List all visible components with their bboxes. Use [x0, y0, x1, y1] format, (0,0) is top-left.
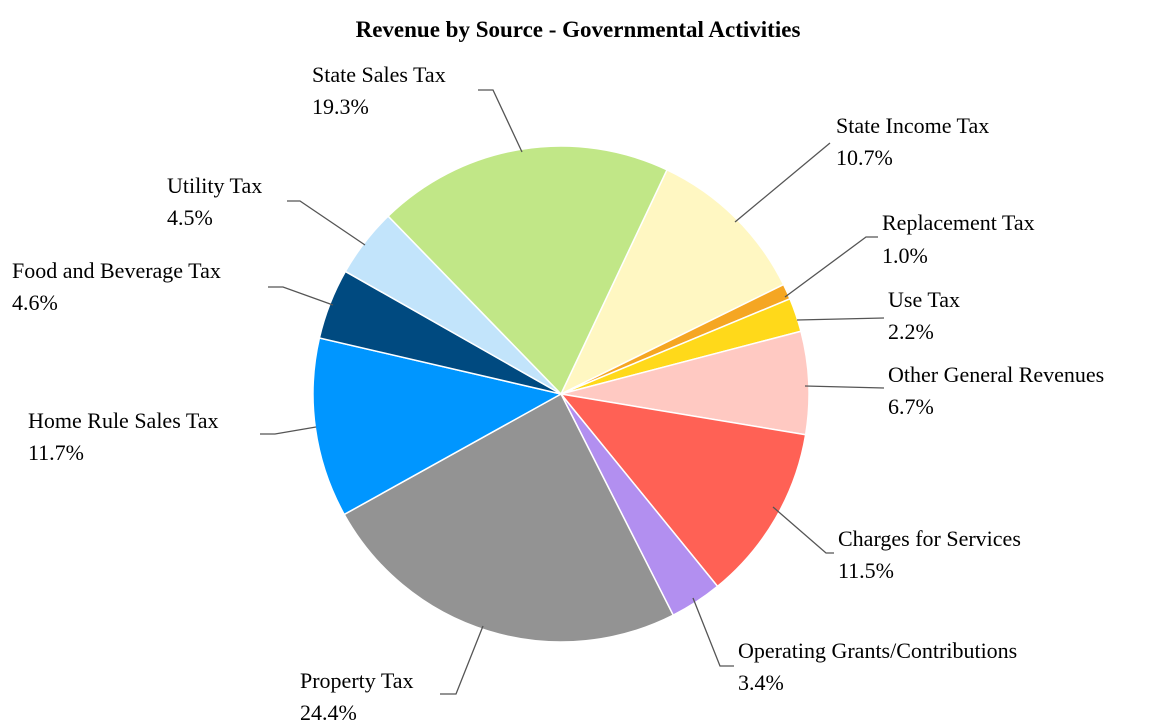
slice-value-label: 10.7%	[836, 145, 893, 170]
slice-label: Charges for Services	[838, 526, 1021, 551]
leader-line	[804, 385, 885, 389]
slice-value-label: 11.7%	[28, 440, 84, 465]
leader-line	[734, 142, 831, 223]
leader-line	[796, 317, 885, 321]
slice-value-label: 4.6%	[12, 290, 58, 315]
leader-line	[784, 236, 878, 298]
leader-line	[268, 286, 334, 306]
slice-label: Replacement Tax	[882, 210, 1035, 235]
slice-value-label: 1.0%	[882, 243, 928, 268]
slice-label: State Sales Tax	[312, 62, 446, 87]
pie-slice	[559, 392, 807, 588]
leader-line	[260, 426, 317, 435]
slice-value-label: 24.4%	[300, 700, 357, 721]
slice-label: Property Tax	[300, 668, 414, 693]
slice-label: Home Rule Sales Tax	[28, 408, 219, 433]
leader-line	[478, 89, 523, 153]
slice-label: Use Tax	[888, 287, 960, 312]
slice-value-label: 2.2%	[888, 319, 934, 344]
slice-value-label: 11.5%	[838, 558, 894, 583]
slice-label: Food and Beverage Tax	[12, 258, 221, 283]
slice-label: State Income Tax	[836, 113, 989, 138]
slice-value-label: 19.3%	[312, 94, 369, 119]
slice-label: Utility Tax	[167, 173, 262, 198]
slice-value-label: 6.7%	[888, 394, 934, 419]
slice-label: Other General Revenues	[888, 362, 1104, 387]
leader-line	[692, 597, 734, 667]
chart-title: Revenue by Source - Governmental Activit…	[356, 17, 801, 42]
pie-slice	[343, 392, 675, 643]
slice-value-label: 4.5%	[167, 205, 213, 230]
slice-value-label: 3.4%	[738, 670, 784, 695]
leader-line	[287, 200, 366, 246]
slice-label: Operating Grants/Contributions	[738, 638, 1017, 663]
pie-slice	[312, 337, 564, 516]
leader-line	[772, 506, 834, 554]
pie-slice	[559, 168, 785, 396]
leader-line	[440, 625, 484, 695]
